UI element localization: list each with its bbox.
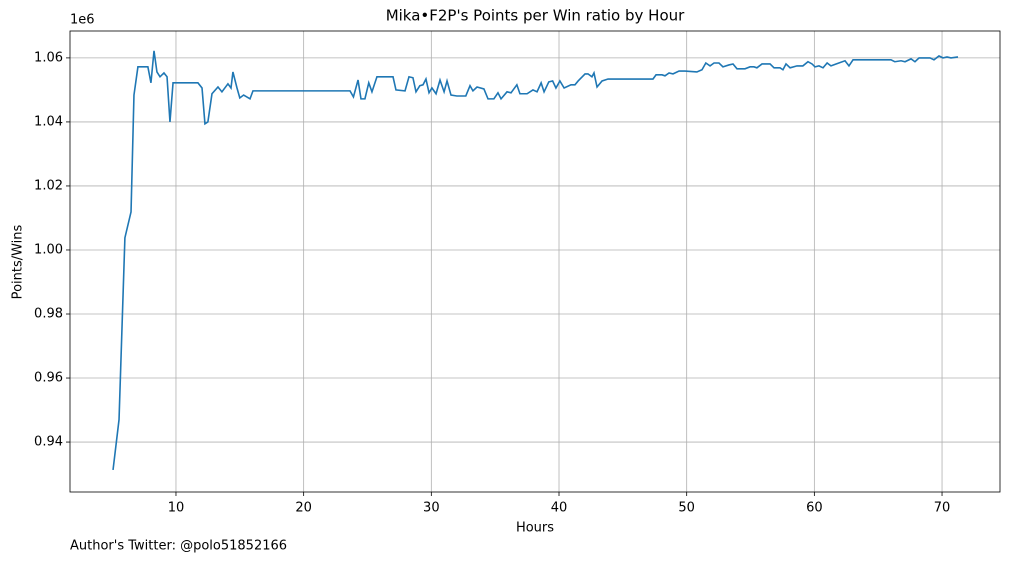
y-axis-label: Points/Wins [11,224,26,299]
y-tick-label: 0.98 [34,307,63,322]
plot-frame [69,30,1001,493]
footnote: Author's Twitter: @polo51852166 [70,539,287,554]
y-tick-label: 1.00 [34,242,63,257]
x-tick-label: 30 [423,501,440,516]
chart-title: Mika•F2P's Points per Win ratio by Hour [386,7,685,25]
x-tick-label: 60 [806,501,823,516]
y-tick-label: 1.02 [34,178,63,193]
data-line [112,50,959,471]
x-tick-label: 40 [551,501,568,516]
y-tick-label: 1.06 [34,50,63,65]
y-tick-label: 1.04 [34,114,63,129]
x-tick-label: 20 [295,501,312,516]
x-axis-label: Hours [516,521,554,536]
y-tick-label: 0.96 [34,371,63,386]
y-offset-label: 1e6 [70,13,95,28]
y-tick-label: 0.94 [34,435,63,450]
x-tick-label: 10 [168,501,185,516]
x-tick-label: 50 [678,501,695,516]
x-tick-label: 70 [934,501,951,516]
